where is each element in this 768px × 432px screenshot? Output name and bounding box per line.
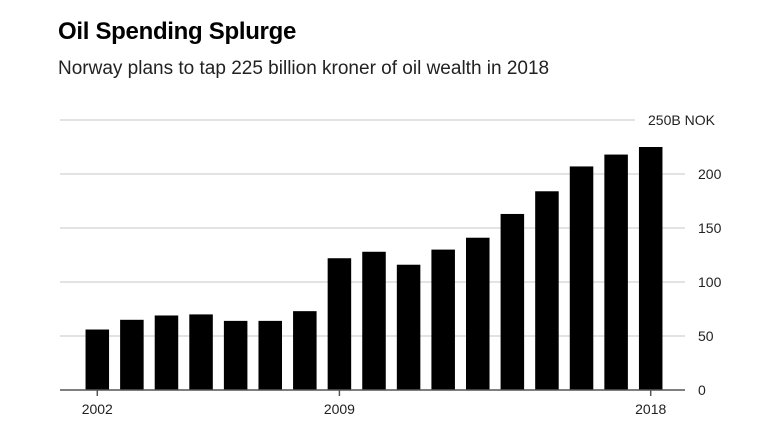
y-tick-label: 100: [698, 274, 722, 290]
bar-2006: [223, 320, 248, 390]
chart-title: Oil Spending Splurge: [58, 18, 297, 45]
bar-2010: [362, 251, 386, 390]
bar-2012: [431, 249, 455, 390]
bar-2009: [327, 258, 352, 390]
y-tick-label: 250B NOK: [648, 112, 716, 128]
bar-2011: [396, 264, 421, 390]
bar-2002: [85, 329, 110, 390]
chart-subtitle: Norway plans to tap 225 billion kroner o…: [58, 58, 550, 79]
x-tick-label: 2002: [82, 401, 113, 417]
bar-2018: [638, 147, 663, 390]
bar-2003: [120, 319, 144, 390]
bar-2007: [258, 320, 282, 390]
y-tick-label: 200: [698, 166, 722, 182]
bar-2005: [189, 314, 213, 390]
x-tick-label: 2018: [635, 401, 666, 417]
x-tick-label: 2009: [324, 401, 355, 417]
bar-2004: [154, 315, 179, 390]
y-tick-label: 50: [698, 328, 714, 344]
bar-2008: [293, 311, 317, 390]
bar-2016: [569, 166, 594, 390]
bar-2013: [466, 237, 490, 390]
y-tick-label: 150: [698, 220, 722, 236]
y-tick-label: 0: [698, 382, 706, 398]
bar-2014: [500, 213, 525, 390]
bar-2015: [535, 191, 559, 390]
bar-2017: [604, 154, 628, 390]
